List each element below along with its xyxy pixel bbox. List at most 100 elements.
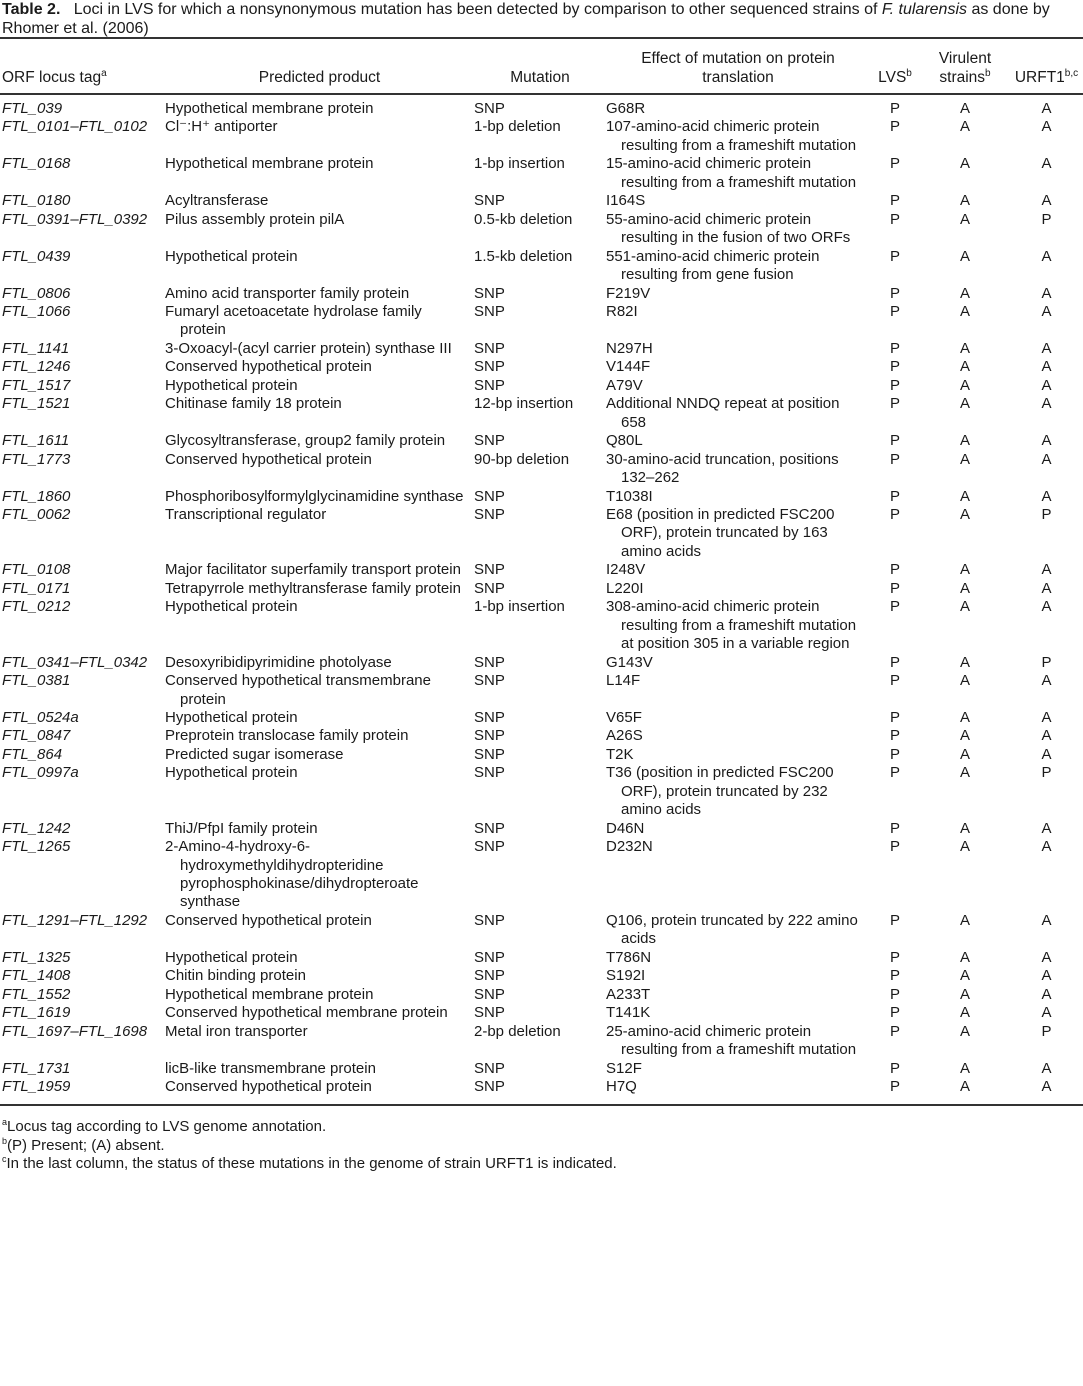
cell-mutation: 1-bp insertion <box>474 598 565 616</box>
cell-lvs: P <box>889 819 900 837</box>
cell-effect: S12F <box>606 1059 642 1077</box>
cell-lvs: P <box>889 339 900 357</box>
cell-urft1: A <box>1041 118 1052 136</box>
cell-predicted-product: Preprotein translocase family protein <box>165 727 409 745</box>
cell-lvs: P <box>889 561 900 579</box>
cell-mutation: SNP <box>474 302 505 320</box>
cell-effect: L14F <box>606 672 641 690</box>
table-row: FTL_0101–FTL_0102 Cl⁻:H⁺ antiporter 1-bp d… <box>0 118 1083 155</box>
cell-predicted-product: Predicted sugar isomerase <box>165 745 344 763</box>
cell-orf-locus-tag: FTL_1521 <box>2 395 71 413</box>
cell-orf-locus-tag: FTL_1066 <box>2 302 71 320</box>
table-row: FTL_0180 Acyltransferase SNP I164S P A A <box>0 192 1083 210</box>
cell-orf-locus-tag: FTL_0180 <box>2 192 71 210</box>
cell-lvs: P <box>889 192 900 210</box>
cell-lvs: P <box>889 1059 900 1077</box>
cell-urft1: A <box>1041 838 1052 856</box>
cell-urft1: A <box>1041 598 1052 616</box>
cell-orf-locus-tag: FTL_1860 <box>2 487 71 505</box>
cell-virulent-strains: A <box>959 155 970 173</box>
cell-predicted-product: Hypothetical protein <box>165 948 298 966</box>
cell-effect: Q80L <box>606 432 643 450</box>
cell-mutation: SNP <box>474 985 505 1003</box>
cell-virulent-strains: A <box>959 672 970 690</box>
cell-lvs: P <box>889 579 900 597</box>
cell-virulent-strains: A <box>959 1078 970 1096</box>
caption-text: Loci in LVS for which a nonsynonymous mu… <box>73 1 882 18</box>
footnote-mark: b <box>2 1135 8 1146</box>
table-row: FTL_1517 Hypothetical protein SNP A79V P A A <box>0 377 1083 395</box>
cell-urft1: A <box>1041 579 1052 597</box>
cell-mutation: SNP <box>474 745 505 763</box>
table-row: FTL_0997a Hypothetical protein SNP T36 (pos… <box>0 764 1083 819</box>
cell-virulent-strains: A <box>959 838 970 856</box>
table-row: FTL_1959 Conserved hypothetical protein SN… <box>0 1078 1083 1105</box>
cell-lvs: P <box>889 948 900 966</box>
cell-mutation: SNP <box>474 672 505 690</box>
cell-predicted-product: Conserved hypothetical protein <box>165 450 372 468</box>
table-row: FTL_1408 Chitin binding protein SNP S192I P A… <box>0 967 1083 985</box>
cell-predicted-product: ThiJ/PfpI family protein <box>165 819 318 837</box>
cell-mutation: 12-bp insertion <box>474 395 574 413</box>
cell-orf-locus-tag: FTL_0381 <box>2 672 71 690</box>
cell-predicted-product: Transcriptional regulator <box>165 505 327 523</box>
cell-urft1: A <box>1041 339 1052 357</box>
cell-virulent-strains: A <box>959 118 970 136</box>
cell-predicted-product: Cl⁻:H⁺ antiporter <box>165 118 278 136</box>
cell-predicted-product: licB-like transmembrane protein <box>165 1059 376 1077</box>
table-row: FTL_0806 Amino acid transporter family pr… <box>0 285 1083 303</box>
footnote: b(P) Present; (A) absent. <box>2 1135 1081 1156</box>
cell-mutation: 1-bp deletion <box>474 118 561 136</box>
table-row: FTL_0391–FTL_0392 Pilus assembly protein … <box>0 211 1083 248</box>
cell-effect: G143V <box>606 653 653 671</box>
cell-mutation: SNP <box>474 1078 505 1096</box>
cell-predicted-product: Conserved hypothetical protein <box>165 358 372 376</box>
header-virulent: Virulent strainsb <box>938 50 992 86</box>
table-row: FTL_039 Hypothetical membrane protein SNP G… <box>0 94 1083 118</box>
cell-predicted-product: Hypothetical membrane protein <box>165 155 374 173</box>
cell-virulent-strains: A <box>959 358 970 376</box>
cell-virulent-strains: A <box>959 579 970 597</box>
cell-orf-locus-tag: FTL_0439 <box>2 247 71 265</box>
table-row: FTL_1242 ThiJ/PfpI family protein SNP D46N P… <box>0 820 1083 838</box>
header-lvs: LVSb <box>878 67 912 86</box>
header-product: Predicted product <box>258 69 381 86</box>
cell-mutation: 0.5-kb deletion <box>474 210 573 228</box>
table-row: FTL_0212 Hypothetical protein 1-bp inserti… <box>0 598 1083 653</box>
header-orf: ORF locus taga <box>2 67 107 86</box>
cell-lvs: P <box>889 284 900 302</box>
cell-effect: S192I <box>606 967 646 985</box>
cell-predicted-product: Amino acid transporter family protein <box>165 284 410 302</box>
cell-urft1: A <box>1041 284 1052 302</box>
cell-lvs: P <box>889 505 900 523</box>
table-row: FTL_0381 Conserved hypothetical transmemb… <box>0 672 1083 709</box>
cell-virulent-strains: A <box>959 1059 970 1077</box>
cell-mutation: SNP <box>474 727 505 745</box>
table-row: FTL_864 Predicted sugar isomerase SNP T2K P A… <box>0 746 1083 764</box>
cell-predicted-product: Hypothetical protein <box>165 247 298 265</box>
cell-orf-locus-tag: FTL_1619 <box>2 1004 71 1022</box>
cell-lvs: P <box>889 764 900 782</box>
cell-predicted-product: Hypothetical protein <box>165 708 298 726</box>
cell-virulent-strains: A <box>959 985 970 1003</box>
cell-virulent-strains: A <box>959 1004 970 1022</box>
cell-lvs: P <box>889 745 900 763</box>
table-row: FTL_1552 Hypothetical membrane protein SNP… <box>0 986 1083 1004</box>
cell-effect: 107-amino-acid chimeric protein resultin… <box>606 118 857 154</box>
cell-effect: E68 (position in predicted FSC200 ORF), … <box>606 505 835 560</box>
cell-effect: T36 (position in predicted FSC200 ORF), … <box>606 764 834 819</box>
cell-effect: 25-amino-acid chimeric protein resulting… <box>606 1022 857 1059</box>
cell-orf-locus-tag: FTL_0806 <box>2 284 71 302</box>
cell-lvs: P <box>889 1004 900 1022</box>
cell-effect: L220I <box>606 579 644 597</box>
cell-predicted-product: 2-Amino-4-hydroxy-6- hydroxymethyldihydr… <box>165 838 419 911</box>
cell-virulent-strains: A <box>959 561 970 579</box>
cell-effect: H7Q <box>606 1078 637 1096</box>
cell-virulent-strains: A <box>959 727 970 745</box>
cell-mutation: SNP <box>474 1004 505 1022</box>
cell-mutation: SNP <box>474 358 505 376</box>
cell-effect: A26S <box>606 727 643 745</box>
cell-urft1: A <box>1041 247 1052 265</box>
header-row: ORF locus taga Predicted product Mutatio… <box>0 39 1083 94</box>
footnote: cIn the last column, the status of these… <box>2 1155 1081 1174</box>
